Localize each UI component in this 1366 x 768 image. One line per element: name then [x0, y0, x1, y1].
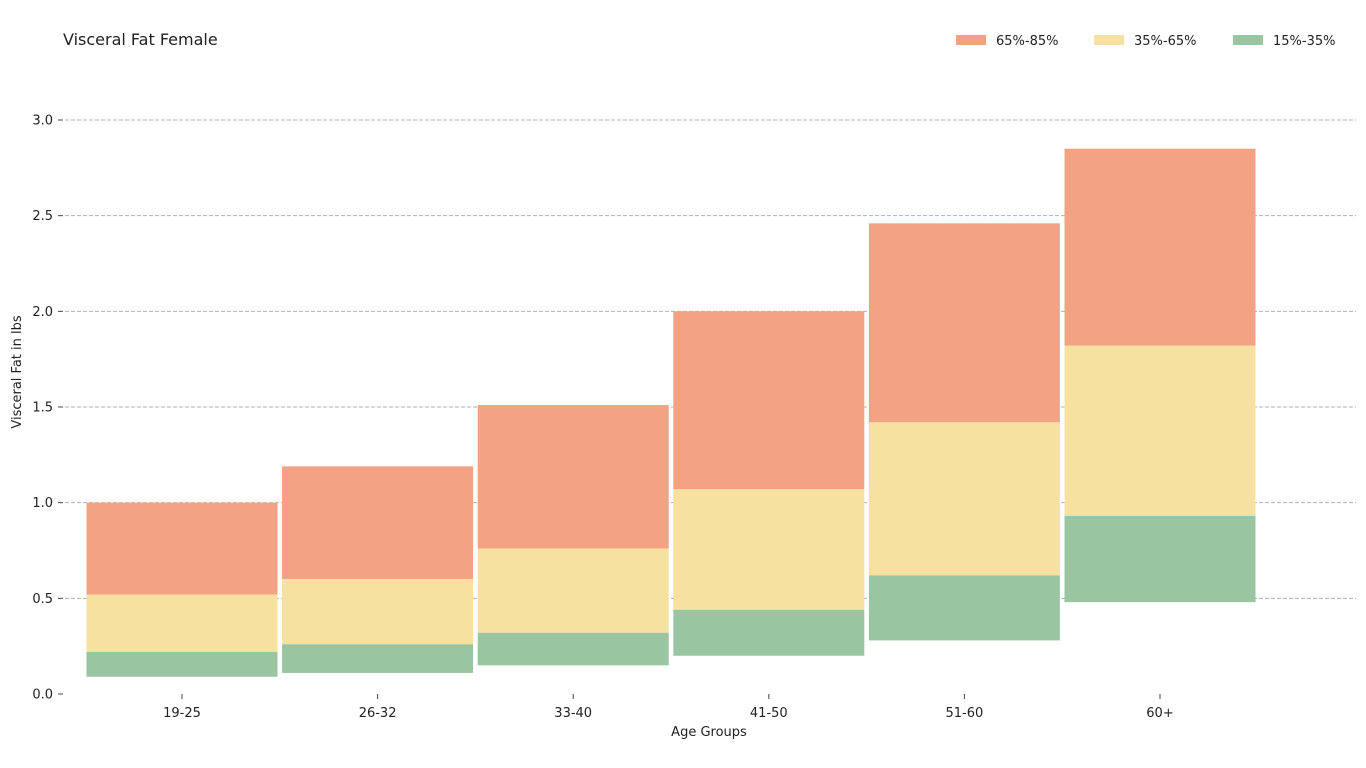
bar-segment: [282, 579, 474, 645]
x-tick-label: 51-60: [946, 706, 984, 721]
y-tick-label: 2.5: [32, 209, 53, 224]
bar-segment: [1064, 345, 1256, 517]
bar-segment: [868, 575, 1060, 641]
legend-label: 15%-35%: [1273, 34, 1335, 49]
bar-segment: [86, 651, 278, 677]
legend-swatch: [1094, 35, 1124, 45]
legend: 65%-85% 35%-65% 15%-35%: [956, 34, 1335, 49]
bar-segment: [282, 644, 474, 673]
bar-segment: [673, 311, 865, 490]
y-tick-label: 0.0: [32, 688, 53, 703]
legend-swatch: [956, 35, 986, 45]
y-axis-label: Visceral Fat in lbs: [10, 315, 25, 429]
y-tick-label: 1.0: [32, 496, 53, 511]
x-tick-label: 19-25: [163, 706, 201, 721]
bar-segment: [1064, 516, 1256, 603]
bar-segment: [282, 466, 474, 580]
x-tick-label: 26-32: [359, 706, 397, 721]
bars-layer: [86, 148, 1256, 677]
bar-segment: [1064, 148, 1256, 346]
bar-segment: [477, 405, 669, 549]
bar-segment: [868, 223, 1060, 423]
axis-layer: 0.0 0.5 1.0 1.5 2.0 2.5 3.0 19-25 26-32 33-40 41-5…: [32, 114, 1173, 722]
legend-swatch: [1233, 35, 1263, 45]
y-tick-label: 2.0: [32, 305, 53, 320]
chart-title: Visceral Fat Female: [63, 30, 218, 49]
bar-segment: [673, 489, 865, 610]
x-tick-label: 33-40: [554, 706, 592, 721]
legend-label: 35%-65%: [1134, 34, 1196, 49]
y-tick-label: 0.5: [32, 592, 53, 607]
x-tick-label: 60+: [1146, 706, 1173, 721]
bar-segment: [477, 632, 669, 666]
bar-segment: [86, 594, 278, 652]
bar-segment: [868, 422, 1060, 576]
bar-segment: [86, 502, 278, 595]
bar-segment: [673, 609, 865, 656]
y-tick-label: 1.5: [32, 401, 53, 416]
bar-segment: [477, 548, 669, 633]
y-tick-label: 3.0: [32, 114, 53, 129]
x-tick-label: 41-50: [750, 706, 788, 721]
legend-label: 65%-85%: [996, 34, 1058, 49]
x-axis-label: Age Groups: [671, 725, 747, 740]
